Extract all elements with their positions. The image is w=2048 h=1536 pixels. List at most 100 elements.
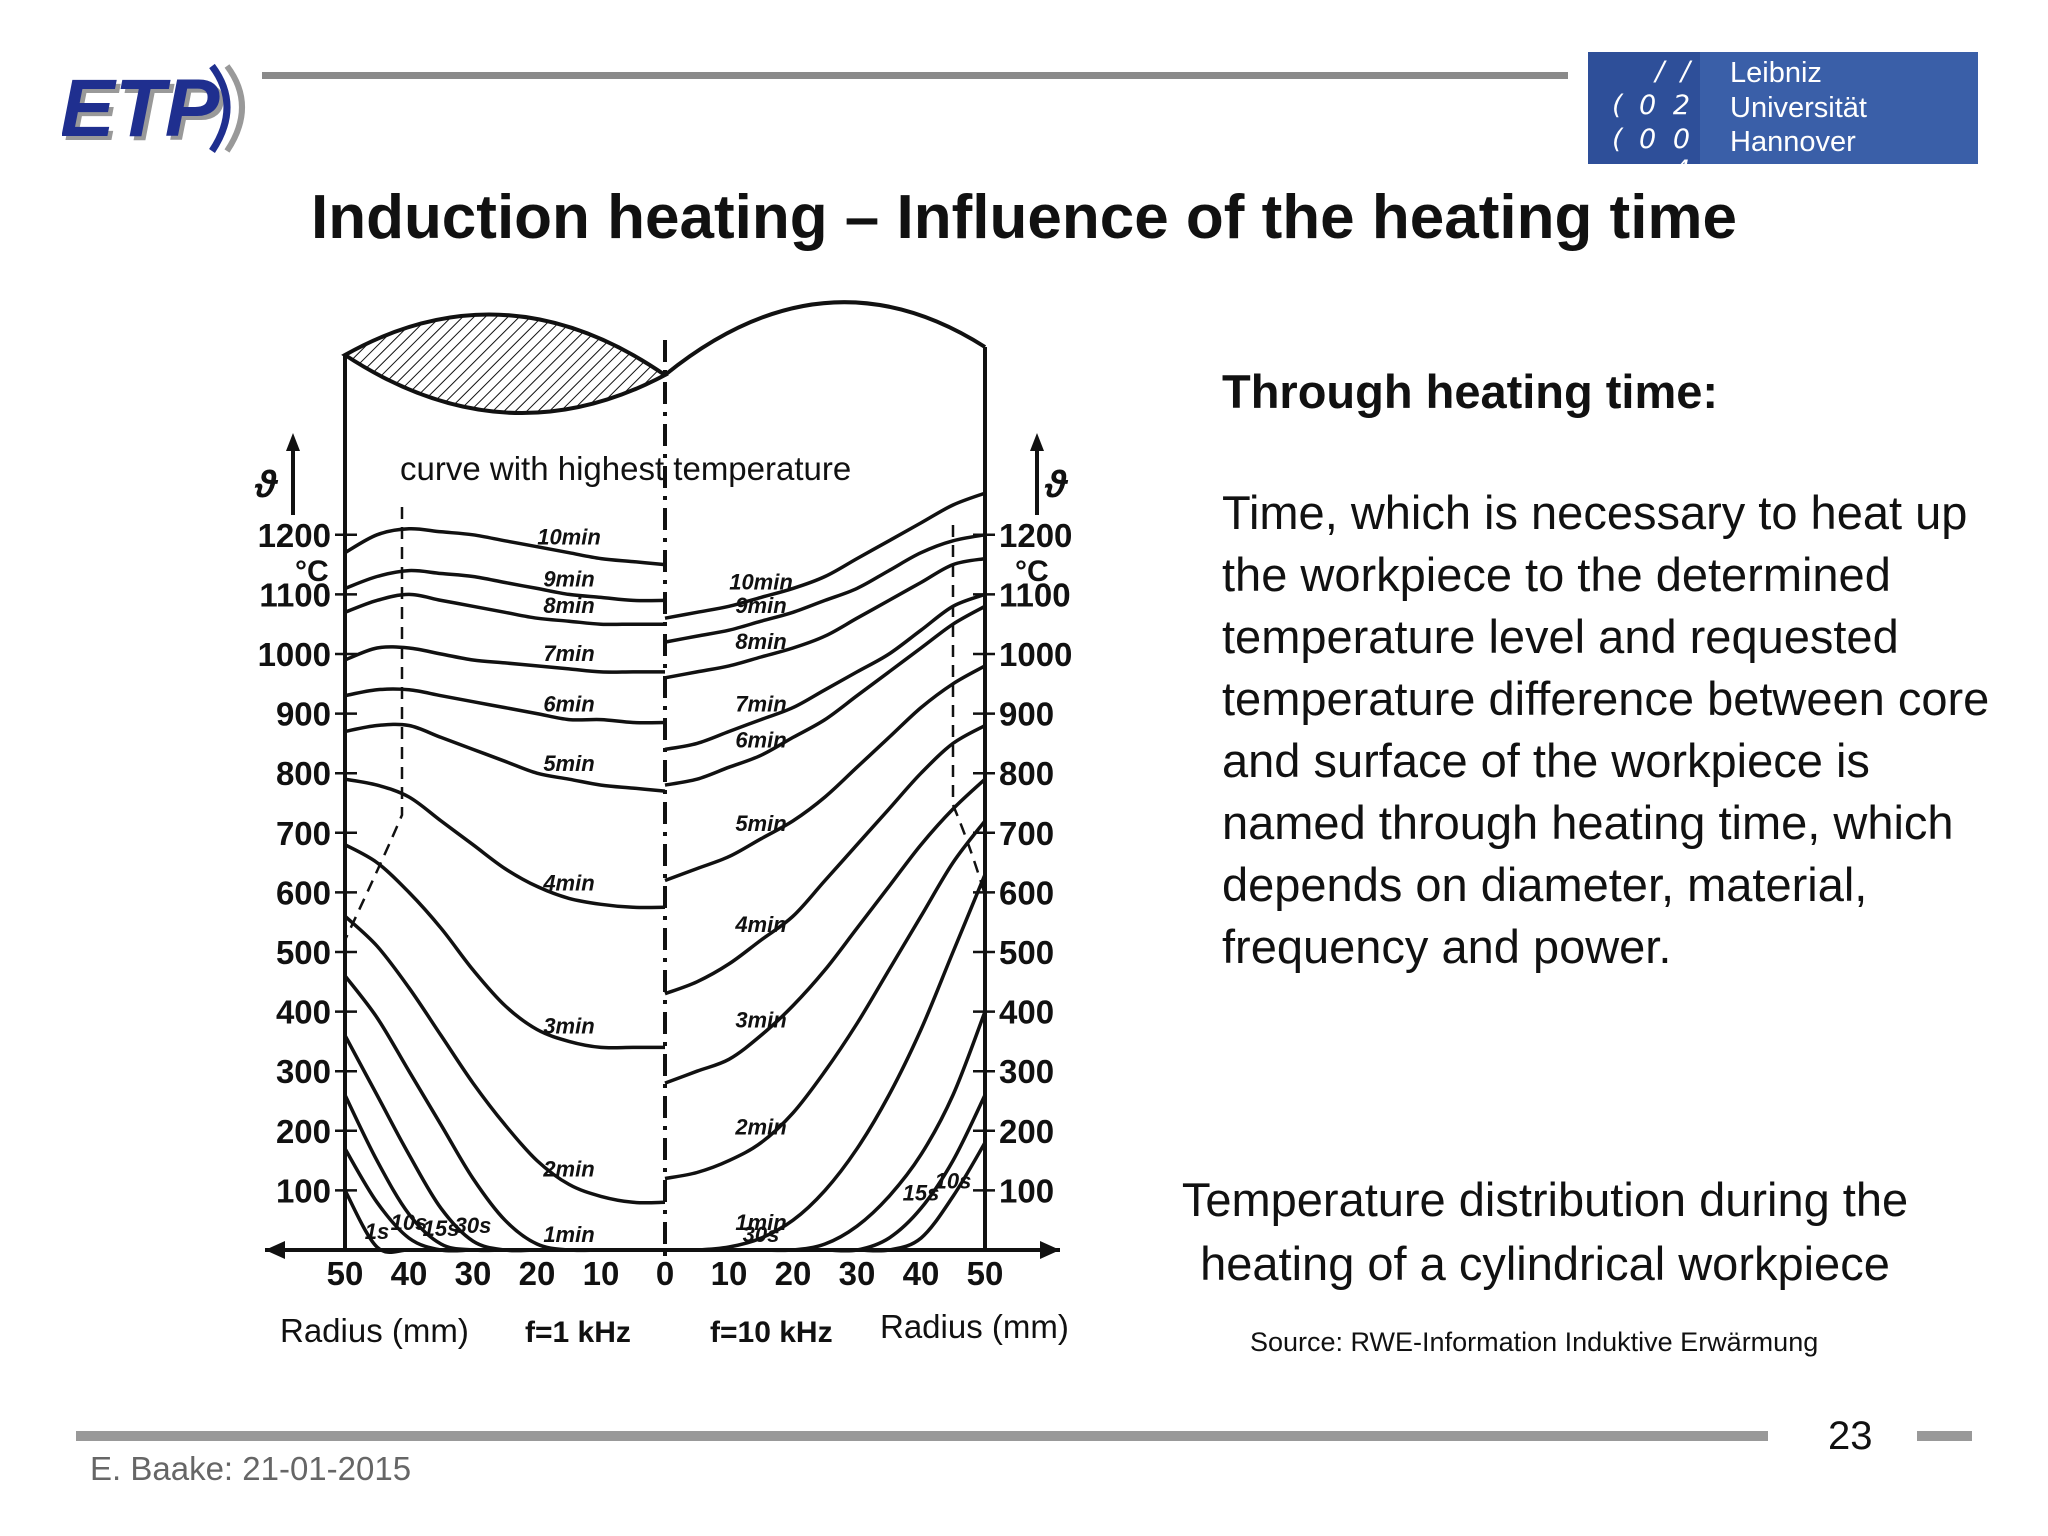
x-tick-label: 50 xyxy=(967,1255,1004,1292)
y-unit-left: °C xyxy=(295,555,329,588)
max-temp-dashed-left xyxy=(343,507,404,941)
series-label: 2min xyxy=(542,1156,594,1181)
logo-mark-row: ( 0 0 4 xyxy=(1611,124,1694,186)
x-tick-label: 10 xyxy=(711,1255,748,1292)
y-tick-label-left: 200 xyxy=(276,1113,331,1150)
etp-logo-shadow: ETP xyxy=(64,67,224,156)
page-number: 23 xyxy=(1828,1414,1873,1458)
y-tick-label-right: 800 xyxy=(999,755,1054,792)
series-label: 3min xyxy=(735,1007,786,1032)
university-name-line: Hannover xyxy=(1730,126,1856,158)
series-label: 9min xyxy=(543,566,594,591)
series-label: 3min xyxy=(543,1013,594,1038)
series-line xyxy=(665,1010,987,1253)
etp-logo-text: ETP xyxy=(62,63,220,154)
university-name-line: Leibniz xyxy=(1730,57,1822,89)
x-tick-label: 0 xyxy=(656,1255,674,1292)
series-label: 8min xyxy=(735,629,786,654)
series-label: 1min xyxy=(543,1222,594,1247)
y-tick-label-right: 400 xyxy=(999,994,1054,1031)
y-tick-label-left: 800 xyxy=(276,755,331,792)
definition-paragraph: Time, which is necessary to heat up the … xyxy=(1222,486,1990,973)
temp-arrowhead-left xyxy=(286,433,300,451)
series-label: 9min xyxy=(735,593,786,618)
cylinder-hatched-section xyxy=(341,312,669,415)
y-tick-label-right: 300 xyxy=(999,1053,1054,1090)
x-tick-label: 20 xyxy=(775,1255,812,1292)
series-label: 30s xyxy=(743,1222,780,1247)
y-tick-label-left: 1000 xyxy=(258,636,331,673)
series-line xyxy=(664,533,986,644)
y-tick-label-right: 700 xyxy=(999,815,1054,852)
y-tick-label-right: 600 xyxy=(999,874,1054,911)
series-label: 6min xyxy=(543,692,594,717)
y-tick-label-left: 1200 xyxy=(258,517,331,554)
series-line xyxy=(664,723,986,996)
slide-title: Induction heating – Influence of the hea… xyxy=(310,183,1738,252)
footer-rule-right xyxy=(1917,1431,1972,1441)
x-tick-label: 40 xyxy=(391,1255,428,1292)
y-tick-label-left: 400 xyxy=(276,994,331,1031)
logo-mark-row: ( 0 2 xyxy=(1611,90,1694,121)
x-tick-label: 40 xyxy=(903,1255,940,1292)
x-axis-label-left: Radius (mm) xyxy=(280,1312,469,1349)
series-line xyxy=(344,526,666,567)
y-tick-label-right: 100 xyxy=(999,1172,1054,1209)
series-label: 1s xyxy=(365,1219,389,1244)
source-note: Source: RWE-Information Induktive Erwärm… xyxy=(1250,1327,1819,1357)
y-tick-label-left: 500 xyxy=(276,934,331,971)
etp-logo: ETP ETP xyxy=(62,63,245,156)
y-unit-right: °C xyxy=(1015,555,1049,588)
logo-mark-row: / / xyxy=(1655,56,1694,87)
series-label: 2min xyxy=(734,1115,786,1140)
y-tick-label-right: 500 xyxy=(999,934,1054,971)
y-tick-label-left: 600 xyxy=(276,874,331,911)
radius-axis-arrow-left xyxy=(265,1241,285,1259)
series-label: 15s xyxy=(423,1216,460,1241)
series-line xyxy=(343,914,666,1205)
x-tick-label: 30 xyxy=(839,1255,876,1292)
y-tick-label-left: 300 xyxy=(276,1053,331,1090)
footer-author-date: E. Baake: 21-01-2015 xyxy=(90,1450,412,1487)
x-tick-label: 50 xyxy=(327,1255,364,1292)
series-label: 15s xyxy=(903,1180,940,1205)
university-logo: / / ( 0 2 ( 0 0 4 Leibniz Universität Ha… xyxy=(1588,52,1978,186)
series-line xyxy=(664,604,986,787)
series-label: 6min xyxy=(735,727,786,752)
series-line xyxy=(343,974,665,1253)
series-line xyxy=(664,777,987,1085)
y-tick-label-left: 900 xyxy=(276,696,331,733)
series-line xyxy=(344,568,666,603)
series-line xyxy=(664,873,987,1252)
series-line xyxy=(664,592,986,752)
etp-arc-1 xyxy=(209,63,231,153)
frequency-label-left: f=1 kHz xyxy=(525,1316,631,1349)
cylinder-top-arc xyxy=(663,300,987,377)
y-tick-label-left: 100 xyxy=(276,1172,331,1209)
temp-symbol-left: ϑ xyxy=(254,464,279,506)
series-label: 5min xyxy=(735,811,786,836)
series-label: 10min xyxy=(537,525,601,550)
header-rule xyxy=(262,72,1568,79)
annotation-highest-temp: curve with highest temperature xyxy=(400,450,851,487)
series-label: 4min xyxy=(542,870,594,895)
series-line xyxy=(344,777,666,910)
series-line xyxy=(664,819,987,1181)
x-axis-label-right: Radius (mm) xyxy=(880,1308,1069,1345)
series-label: 4min xyxy=(734,912,786,937)
etp-arc-2 xyxy=(224,64,245,153)
university-logo-mark: / / ( 0 2 ( 0 0 4 xyxy=(1588,52,1700,186)
y-tick-label-right: 200 xyxy=(999,1113,1054,1150)
series-label: 1min xyxy=(735,1210,786,1235)
series-line xyxy=(344,843,665,1050)
series-label: 30s xyxy=(455,1213,492,1238)
y-tick-label-right: 1100 xyxy=(999,576,1071,613)
chart-caption: Temperature distribution during the heat… xyxy=(1140,1168,1950,1296)
y-tick-label-left: 700 xyxy=(276,815,331,852)
series-label: 10min xyxy=(729,569,793,594)
series-line xyxy=(344,687,666,725)
caption-line: heating of a cylindrical workpiece xyxy=(1200,1237,1890,1290)
caption-line: Temperature distribution during the xyxy=(1181,1173,1909,1226)
temp-symbol-right: ϑ xyxy=(1044,464,1069,506)
